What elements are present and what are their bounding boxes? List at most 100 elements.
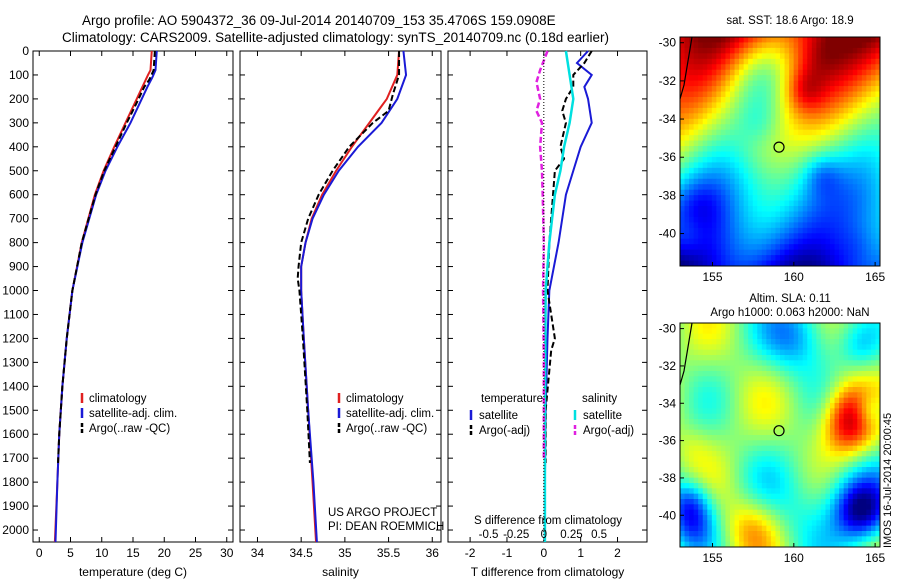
argo-location-marker xyxy=(773,141,785,153)
y-tick-label: 1600 xyxy=(2,427,29,441)
x-tick-label: 10 xyxy=(95,546,109,560)
x-tick-label: 165 xyxy=(865,270,885,284)
top-tick-label: 0.5 xyxy=(591,529,607,541)
x-tick-label: 34 xyxy=(251,546,265,560)
y-tick-label: 400 xyxy=(9,140,29,154)
y-tick-label: 800 xyxy=(9,236,29,250)
legend-title: salinity xyxy=(582,393,617,405)
y-tick-label: 500 xyxy=(9,164,29,178)
legend-label: Argo(..raw -QC) xyxy=(346,423,427,435)
coastline xyxy=(679,36,693,100)
sla-map-panel: 155 160 165 -30 -32 -34 -36 -38 -40 Altim. SLA: 0… xyxy=(659,293,886,565)
map-frame xyxy=(679,322,881,548)
map-frame xyxy=(679,36,881,267)
map-title: sat. SST: 18.6 Argo: 18.9 xyxy=(726,15,853,27)
y-tick-label: 700 xyxy=(9,212,29,226)
y-tick-label: -30 xyxy=(659,36,677,50)
x-tick-label: 35 xyxy=(338,546,352,560)
y-tick-label: 100 xyxy=(9,68,29,82)
x-tick-label: 5 xyxy=(67,546,74,560)
series-line-3 xyxy=(535,50,549,459)
top-axis-label: S difference from climatology xyxy=(474,515,622,527)
y-tick-label: 1400 xyxy=(2,379,29,393)
sst-map-panel: 155 160 165 -30 -32 -34 -36 -38 -40 sat. SST: 18.… xyxy=(659,15,886,284)
series-line-2 xyxy=(543,50,575,542)
map-field xyxy=(680,323,880,547)
series-line-1 xyxy=(54,50,158,543)
argo-location-marker xyxy=(773,425,785,437)
legend-label: Argo(-adj) xyxy=(479,425,530,437)
x-tick-label: 15 xyxy=(126,546,140,560)
y-tick-label: 1900 xyxy=(2,499,29,513)
x-axis-label: salinity xyxy=(322,565,359,579)
temperature-panel: 0 5 10 15 20 25 30 temperature (deg C) 0 100 200 30… xyxy=(2,44,233,579)
legend-label: satellite-adj. clim. xyxy=(89,408,177,420)
x-tick-label: 2 xyxy=(614,546,621,560)
legend-label: satellite xyxy=(583,410,622,422)
y-tick-label: 600 xyxy=(9,188,29,202)
annotation-line: PI: DEAN ROEMMICH xyxy=(328,521,444,533)
y-tick-label: -34 xyxy=(659,112,677,126)
y-tick-label: 1000 xyxy=(2,284,29,298)
map-field xyxy=(680,37,880,266)
x-tick-label: 25 xyxy=(189,546,203,560)
x-tick-label: 0 xyxy=(540,546,547,560)
legend-label: Argo(-adj) xyxy=(583,425,634,437)
y-tick-label: 1800 xyxy=(2,475,29,489)
x-tick-label: 160 xyxy=(784,270,804,284)
plot-frame xyxy=(32,50,234,543)
coastline xyxy=(679,322,693,386)
series-line-1 xyxy=(300,50,408,543)
y-tick-label: -36 xyxy=(659,150,677,164)
y-tick-label: 1500 xyxy=(2,403,29,417)
x-tick-label: 30 xyxy=(220,546,234,560)
salinity-panel: 34 34.5 35 35.5 36 salinity climatology satelli… xyxy=(239,50,444,579)
header-line2: Climatology: CARS2009. Satellite-adjuste… xyxy=(62,30,609,45)
y-tick-label: 0 xyxy=(22,44,29,58)
top-tick-label: -0.5 xyxy=(479,529,499,541)
legend-title: temperature xyxy=(481,393,543,405)
plot-frame xyxy=(239,50,442,543)
x-tick-label: 34.5 xyxy=(289,546,313,560)
header-line1: Argo profile: AO 5904372_36 09-Jul-2014 … xyxy=(82,13,556,28)
series-line-2 xyxy=(296,51,401,464)
y-tick-label: -32 xyxy=(659,74,677,88)
footer-timestamp: IMOS 16-Jul-2014 20:00:45 xyxy=(882,413,894,548)
legend-label: climatology xyxy=(346,393,404,405)
y-tick-label: -36 xyxy=(659,434,677,448)
x-tick-label: 36 xyxy=(426,546,440,560)
x-tick-label: 160 xyxy=(784,551,804,565)
y-tick-label: 1200 xyxy=(2,331,29,345)
y-tick-label: -34 xyxy=(659,396,677,410)
top-tick-label: -0.25 xyxy=(503,529,529,541)
series-line-1 xyxy=(544,50,593,463)
y-tick-label: -38 xyxy=(659,188,677,202)
legend-label: Argo(..raw -QC) xyxy=(89,423,170,435)
y-tick-label: 300 xyxy=(9,116,29,130)
series-line-2 xyxy=(57,50,156,464)
x-axis-label: T difference from climatology xyxy=(471,565,625,579)
y-tick-label: -30 xyxy=(659,322,677,336)
legend-label: satellite-adj. clim. xyxy=(346,408,434,420)
x-tick-label: 0 xyxy=(36,546,43,560)
y-tick-label: 1300 xyxy=(2,355,29,369)
x-tick-label: -1 xyxy=(502,546,513,560)
legend-label: satellite xyxy=(479,410,518,422)
x-tick-label: 35.5 xyxy=(377,546,401,560)
x-tick-label: 1 xyxy=(577,546,584,560)
annotation-line: US ARGO PROJECT xyxy=(328,507,437,519)
y-tick-label: 900 xyxy=(9,260,29,274)
x-tick-label: 155 xyxy=(703,551,723,565)
y-tick-label: -40 xyxy=(659,508,677,522)
map-title: Argo h1000: 0.063 h2000: NaN xyxy=(710,307,869,319)
y-tick-label: 2000 xyxy=(2,523,29,537)
legend-label: climatology xyxy=(89,393,147,405)
plot-frame xyxy=(447,50,648,543)
y-tick-label: 1100 xyxy=(3,307,29,321)
y-tick-label: -40 xyxy=(659,227,677,241)
y-tick-label: 1700 xyxy=(2,451,29,465)
top-tick-label: 0.25 xyxy=(560,529,582,541)
x-axis-label: temperature (deg C) xyxy=(79,565,187,579)
x-tick-label: 165 xyxy=(865,551,885,565)
